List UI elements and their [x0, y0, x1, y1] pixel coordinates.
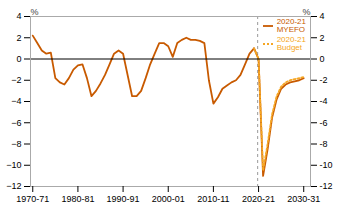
svg-text:-6: -6 [320, 118, 328, 128]
svg-text:2020-21: 2020-21 [242, 194, 275, 204]
svg-text:-2: -2 [320, 75, 328, 85]
svg-text:−2: −2 [11, 75, 21, 85]
svg-text:4: 4 [16, 11, 21, 21]
svg-text:0: 0 [320, 54, 325, 64]
svg-text:%: % [31, 7, 39, 17]
svg-text:−4: −4 [11, 96, 21, 106]
svg-text:−10: −10 [6, 160, 21, 170]
svg-text:0: 0 [16, 54, 21, 64]
svg-text:1970-71: 1970-71 [16, 194, 49, 204]
svg-text:-8: -8 [320, 139, 328, 149]
svg-text:−6: −6 [11, 118, 21, 128]
svg-text:%: % [302, 7, 310, 17]
html-text:2020-21 Budget: 2020-21 Budget [276, 35, 306, 52]
svg-text:2030-31: 2030-31 [287, 194, 320, 204]
svg-text:4: 4 [320, 11, 325, 21]
svg-text:2: 2 [16, 33, 21, 43]
svg-text:-10: -10 [320, 160, 333, 170]
svg-text:−8: −8 [11, 139, 21, 149]
svg-text:2: 2 [320, 33, 325, 43]
svg-text:-4: -4 [320, 96, 328, 106]
svg-text:1990-91: 1990-91 [107, 194, 140, 204]
svg-text:−12: −12 [6, 181, 21, 191]
svg-text:-12: -12 [320, 181, 333, 191]
svg-text:2000-01: 2000-01 [152, 194, 185, 204]
svg-text:2010-11: 2010-11 [197, 194, 229, 204]
html-text:2020-21 MYEFO: 2020-21 MYEFO [276, 17, 306, 34]
svg-text:1980-81: 1980-81 [61, 194, 94, 204]
